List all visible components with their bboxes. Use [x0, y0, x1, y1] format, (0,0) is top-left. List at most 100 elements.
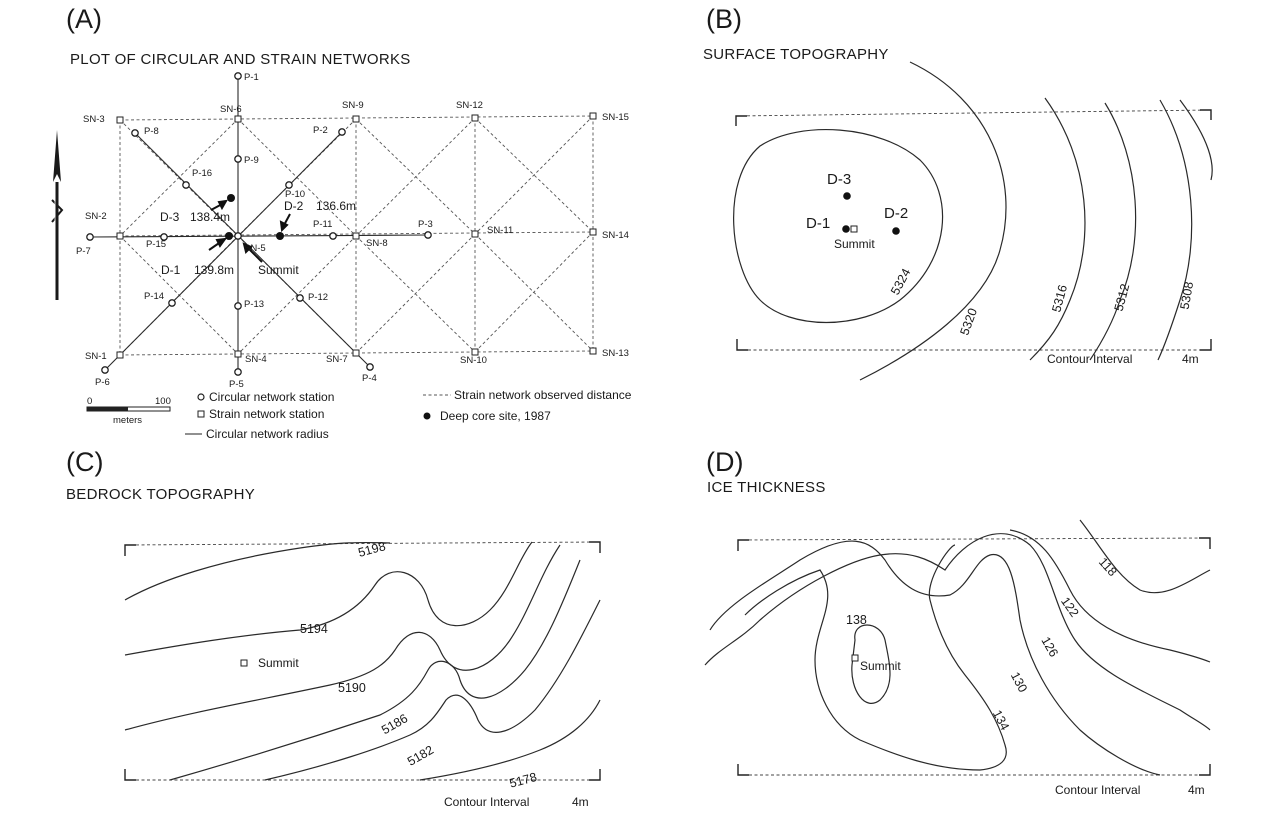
contour-label-d-130: 130 — [1008, 670, 1030, 695]
contour-c-5198 — [124, 541, 391, 601]
summit-label-b: Summit — [834, 237, 875, 251]
scale-unit: meters — [113, 415, 142, 426]
legend-strain-station: Strain network station — [209, 407, 324, 421]
label-p-15: P-15 — [146, 239, 166, 250]
scale-max: 100 — [155, 396, 171, 407]
contour-label-d-122: 122 — [1058, 595, 1081, 620]
strain-station-sn-1 — [116, 351, 124, 359]
contour-label-b-5316: 5316 — [1049, 283, 1070, 314]
circular-station-p-10 — [285, 181, 293, 189]
label-sn-13: SN-13 — [602, 348, 629, 359]
circular-station-p-7 — [86, 233, 94, 241]
interval-label-b: Contour Interval — [1047, 352, 1132, 366]
strain-station-sn-14 — [589, 228, 597, 236]
contour-b-5324 — [733, 128, 944, 323]
label-d-2-depth: 136.6m — [316, 199, 356, 213]
contour-d-138 — [851, 624, 891, 704]
label-p-2: P-2 — [313, 125, 328, 136]
panel-c-letter: (C) — [66, 447, 103, 477]
contour-label-c-5190: 5190 — [338, 681, 366, 695]
label-p-12: P-12 — [308, 292, 328, 303]
label-sn-9: SN-9 — [342, 100, 364, 111]
legend-strain-distance: Strain network observed distance — [454, 388, 632, 402]
legend-circular-radius: Circular network radius — [206, 427, 329, 441]
summit-marker-b — [850, 225, 858, 233]
label-d-1: D-1 — [161, 263, 181, 277]
label-sn-11: SN-11 — [487, 225, 513, 236]
label-d-3: D-3 — [160, 210, 180, 224]
circular-station-p-9 — [234, 155, 242, 163]
contour-label-c-5178: 5178 — [508, 770, 539, 791]
label-summit-a: Summit — [258, 263, 299, 277]
circular-station-sn-5-center — [234, 232, 242, 240]
circular-station-p-11 — [329, 232, 337, 240]
circular-stations — [86, 72, 432, 376]
label-sn-10: SN-10 — [460, 355, 487, 366]
core-site-d-3 — [227, 194, 235, 202]
panel-a: (A) PLOT OF CIRCULAR AND STRAIN NETWORKS — [51, 4, 632, 441]
label-sn-12: SN-12 — [456, 100, 483, 111]
contour-label-c-5182: 5182 — [405, 743, 436, 769]
circular-station-p-1 — [234, 72, 242, 80]
label-sn-8: SN-8 — [366, 238, 388, 249]
contour-c-5194 — [124, 541, 533, 656]
contour-b-5316 — [1029, 97, 1086, 361]
core-site-b-d-3 — [843, 192, 851, 200]
interval-value-b: 4m — [1182, 352, 1199, 366]
label-p-6: P-6 — [95, 377, 110, 388]
circular-station-p-5 — [234, 368, 242, 376]
contour-label-c-5186: 5186 — [379, 711, 410, 737]
contour-label-d-134: 134 — [990, 708, 1012, 733]
panel-d: (D) ICE THICKNESS 118 122 126 130 134 13… — [704, 447, 1211, 797]
core-site-d-2 — [276, 232, 284, 240]
label-p-5: P-5 — [229, 379, 244, 390]
label-sn-1: SN-1 — [85, 351, 107, 362]
circular-station-p-14 — [168, 299, 176, 307]
strain-station-sn-15 — [589, 112, 597, 120]
strain-station-sn-12 — [471, 114, 479, 122]
label-sn-15: SN-15 — [602, 112, 629, 123]
label-sn-14: SN-14 — [602, 230, 629, 241]
panel-c-title: BEDROCK TOPOGRAPHY — [66, 486, 255, 503]
panel-b-letter: (B) — [706, 4, 742, 34]
contour-c-5190 — [124, 544, 561, 731]
panel-d-title: ICE THICKNESS — [707, 479, 826, 496]
interval-label-d: Contour Interval — [1055, 783, 1140, 797]
label-sn-2: SN-2 — [85, 211, 107, 222]
contour-d-118 — [1079, 519, 1211, 594]
contour-label-c-5198: 5198 — [357, 539, 388, 560]
strain-station-sn-2 — [116, 232, 124, 240]
panel-b-title: SURFACE TOPOGRAPHY — [703, 46, 889, 63]
circular-network-radii — [89, 76, 429, 372]
circular-station-p-2 — [338, 128, 346, 136]
circular-station-p-16 — [182, 181, 190, 189]
scale-min: 0 — [87, 396, 92, 407]
core-site-b-d-1 — [842, 225, 850, 233]
strain-station-sn-3 — [116, 116, 124, 124]
deep-core-sites — [225, 194, 284, 240]
strain-station-sn-11 — [471, 230, 479, 238]
label-p-1: P-1 — [244, 72, 259, 83]
contour-c-5186 — [169, 559, 581, 781]
label-p-11: P-11 — [313, 219, 332, 230]
core-site-b-d-2 — [892, 227, 900, 235]
panel-d-letter: (D) — [706, 447, 743, 477]
strain-station-sn-6 — [234, 115, 242, 123]
strain-station-sn-10 — [471, 348, 479, 356]
legend-core-site-icon — [423, 412, 431, 420]
label-sn-5: SN-5 — [244, 243, 266, 254]
panel-a-letter: (A) — [66, 4, 102, 34]
contour-d-134 — [744, 544, 1007, 771]
contour-b-5312 — [1089, 102, 1137, 361]
label-d-3-depth: 138.4m — [190, 210, 230, 224]
label-d-1-depth: 139.8m — [194, 263, 234, 277]
label-p-4: P-4 — [362, 373, 377, 384]
label-p-9: P-9 — [244, 155, 259, 166]
label-sn-3: SN-3 — [83, 114, 105, 125]
strain-station-sn-8 — [352, 232, 360, 240]
contour-label-d-138: 138 — [846, 613, 867, 627]
panel-b: (B) SURFACE TOPOGRAPHY 5324 5320 5316 53… — [703, 4, 1213, 381]
site-label-b-d-1: D-1 — [806, 215, 830, 232]
circular-station-p-3 — [424, 231, 432, 239]
